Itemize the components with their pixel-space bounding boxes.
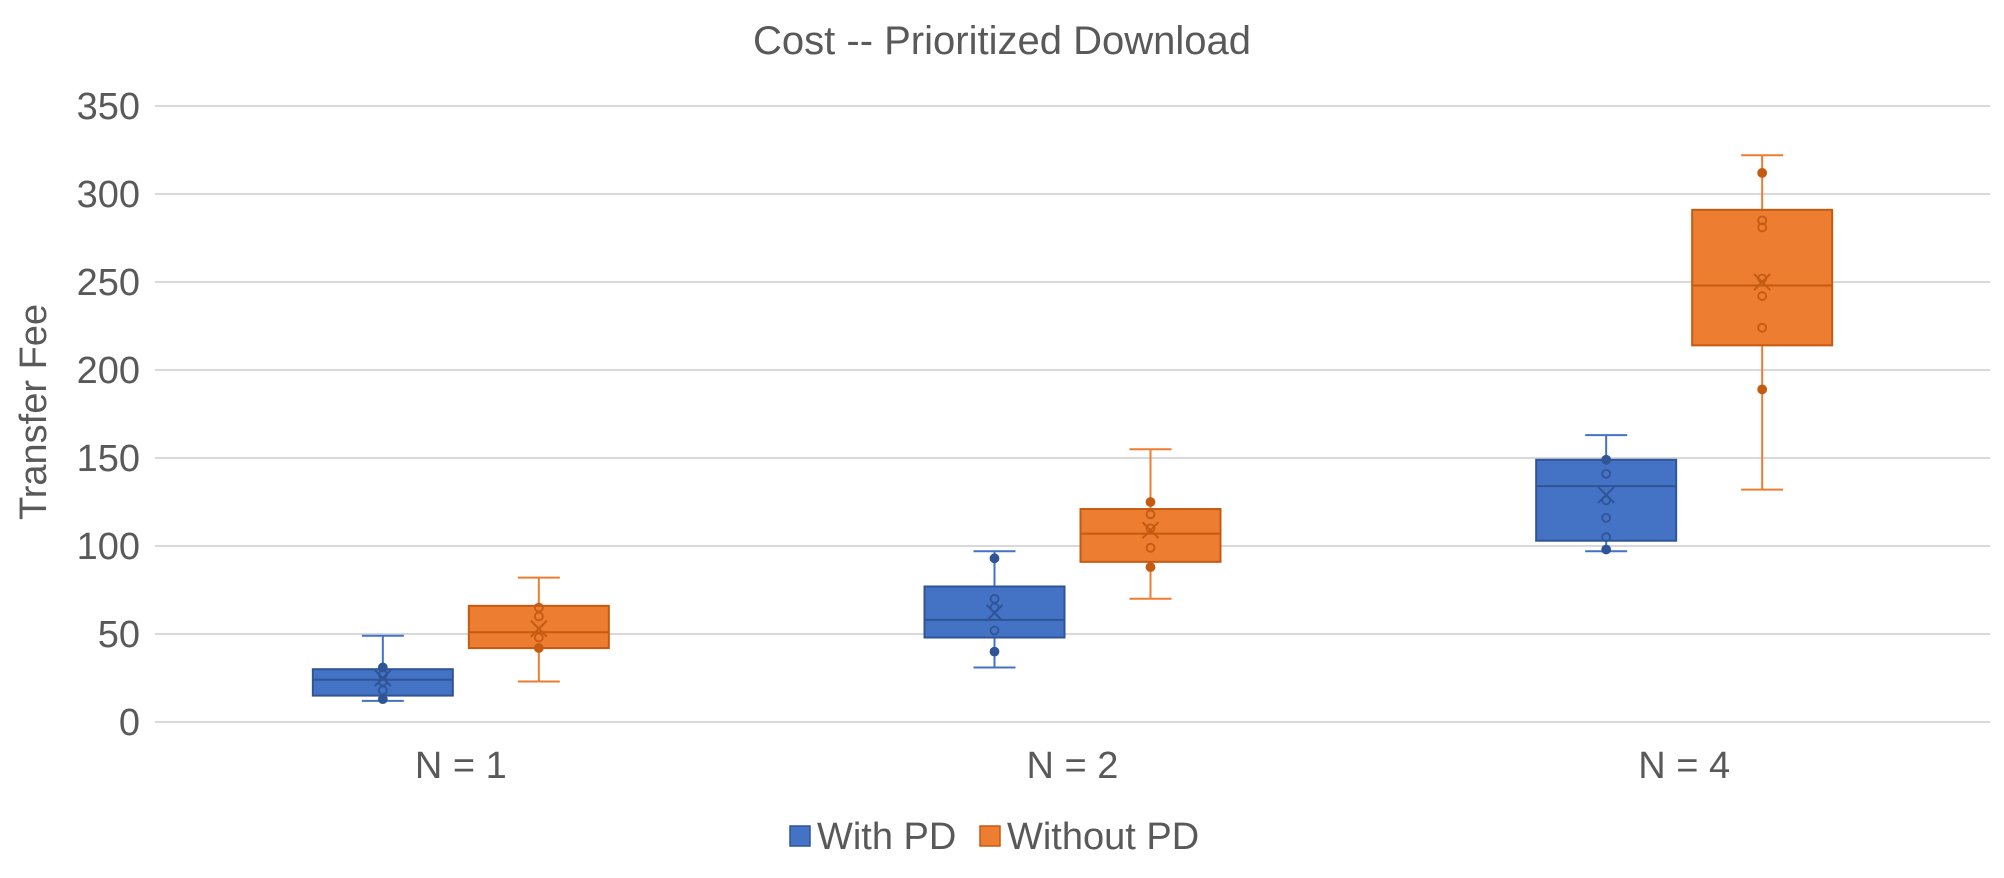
legend-item-with-pd: With PD	[789, 816, 956, 858]
data-point	[533, 643, 544, 653]
data-point	[1757, 322, 1768, 333]
data-point	[1145, 523, 1156, 534]
legend-label: With PD	[817, 816, 956, 858]
mean-marker	[530, 620, 548, 638]
data-point	[1757, 384, 1768, 395]
data-point	[1145, 542, 1156, 553]
mean-marker	[985, 604, 1004, 622]
data-point	[1601, 532, 1612, 543]
chart-title: Cost -- Prioritized Download	[753, 19, 1251, 63]
data-points	[533, 602, 544, 653]
data-points	[1145, 497, 1156, 573]
data-point	[377, 662, 388, 673]
data-point	[989, 646, 1000, 657]
box-series	[311, 154, 1834, 705]
y-tick-label: 100	[77, 526, 140, 568]
category-labels: N = 1 N = 2 N = 4	[415, 745, 1730, 787]
data-point	[1601, 512, 1612, 523]
y-tick-label: 150	[77, 438, 140, 480]
box-iqr	[1691, 208, 1834, 347]
mean-marker-stroke	[1753, 273, 1771, 291]
data-point	[1757, 291, 1768, 301]
data-point	[989, 553, 1000, 564]
y-tick-label: 300	[77, 174, 140, 216]
category-label: N = 1	[415, 745, 507, 787]
data-point	[1757, 215, 1768, 226]
data-point	[377, 694, 388, 705]
data-point	[1145, 509, 1156, 520]
legend-swatch	[789, 825, 811, 847]
box-1	[311, 634, 454, 705]
category-label: N = 2	[1027, 745, 1119, 787]
legend-label: Without PD	[1007, 816, 1199, 858]
data-point	[1757, 222, 1768, 233]
box-3	[1535, 434, 1678, 555]
box-2	[1079, 448, 1222, 600]
mean-marker	[374, 669, 392, 687]
y-tick-labels: 0 50 100 150 200 250 300 350	[77, 86, 140, 744]
y-tick-label: 200	[77, 350, 140, 392]
data-point	[1601, 544, 1612, 555]
data-point	[533, 602, 544, 613]
y-tick-label: 350	[77, 86, 140, 128]
y-tick-label: 250	[77, 262, 140, 304]
legend-swatch	[979, 825, 1001, 847]
mean-marker	[1597, 486, 1615, 504]
data-point	[1757, 167, 1768, 178]
box-iqr	[1079, 508, 1222, 563]
data-point	[1145, 497, 1156, 507]
data-point	[533, 632, 544, 643]
data-point	[1145, 562, 1156, 573]
mean-marker-stroke	[1597, 486, 1615, 504]
legend: With PD Without PD	[789, 816, 1199, 858]
data-point	[1601, 454, 1612, 465]
y-axis-label: Transfer Fee	[13, 304, 55, 520]
series-with-pd	[311, 434, 1678, 705]
series-without-pd	[467, 154, 1834, 683]
box-3	[1691, 154, 1834, 491]
mean-marker	[1141, 521, 1160, 539]
data-point	[989, 593, 1000, 604]
mean-marker-stroke	[985, 604, 1004, 622]
box-2	[923, 550, 1066, 669]
y-tick-label: 0	[119, 702, 140, 744]
data-point	[1601, 468, 1612, 479]
legend-item-without-pd: Without PD	[979, 816, 1199, 858]
mean-marker	[1753, 273, 1771, 291]
box-iqr	[1535, 458, 1678, 542]
mean-marker-stroke	[530, 620, 548, 638]
box-iqr	[311, 668, 454, 697]
gridlines	[155, 105, 1990, 723]
data-point	[989, 625, 1000, 636]
mean-marker-stroke	[1141, 521, 1160, 539]
mean-marker-stroke	[374, 669, 392, 687]
category-label: N = 4	[1638, 745, 1730, 787]
y-tick-label: 50	[98, 614, 140, 656]
box-1	[467, 576, 610, 683]
